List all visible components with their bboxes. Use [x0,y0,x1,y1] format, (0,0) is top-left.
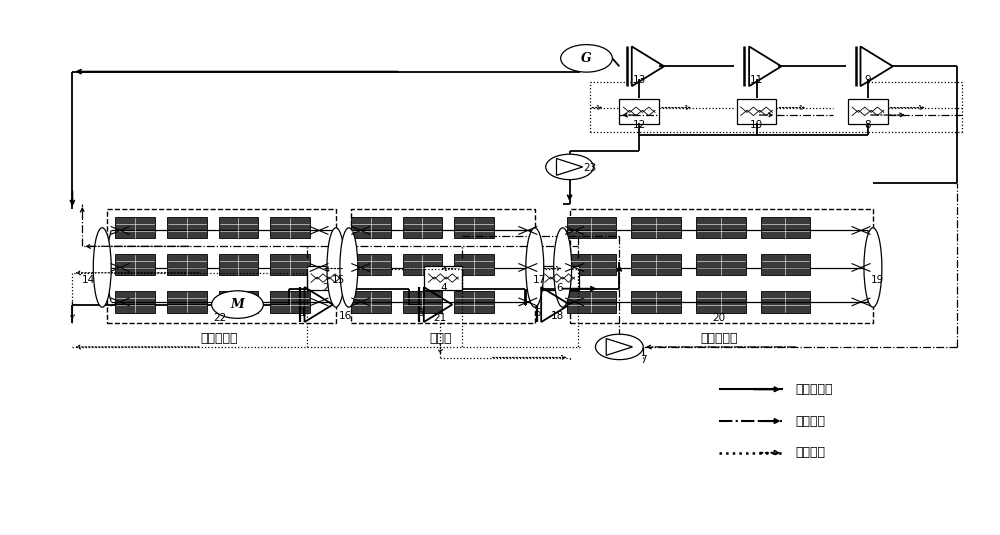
Text: 10: 10 [750,119,763,129]
Bar [107,209,336,323]
Ellipse shape [864,228,882,307]
Bar [541,266,579,290]
Text: 14: 14 [82,275,95,285]
Text: 1: 1 [300,308,306,317]
Bar [696,217,746,239]
Ellipse shape [327,228,345,307]
Bar [761,254,810,276]
Text: 二氧化碳流: 二氧化碳流 [795,383,833,396]
Text: 储热区: 储热区 [429,332,452,346]
Text: 低压储气区: 低压储气区 [201,332,238,346]
Bar [167,254,207,276]
Circle shape [561,44,612,72]
Bar [631,254,681,276]
Bar [761,217,810,239]
Bar [270,254,310,276]
Bar [167,292,207,312]
Text: 20: 20 [712,314,725,323]
Text: 11: 11 [750,74,763,85]
Text: 7: 7 [640,355,647,365]
Bar [567,217,616,239]
Circle shape [212,291,263,318]
Text: 4: 4 [440,282,447,293]
Text: M: M [231,298,244,311]
Bar [219,217,258,239]
Circle shape [546,154,593,180]
Bar [115,292,155,312]
Text: 15: 15 [332,275,346,285]
Bar [403,217,442,239]
Text: 21: 21 [434,314,447,323]
Bar [403,254,442,276]
Bar [351,217,391,239]
Text: 热水体流: 热水体流 [795,446,825,460]
Text: 22: 22 [213,314,226,323]
Text: 6: 6 [556,282,563,293]
Bar [454,217,494,239]
Ellipse shape [554,228,572,307]
Bar [454,254,494,276]
Ellipse shape [526,228,544,307]
Text: G: G [581,52,592,65]
Bar [631,292,681,312]
Bar [570,209,873,323]
Bar [403,292,442,312]
Text: 18: 18 [551,311,564,321]
Text: 8: 8 [865,119,871,129]
Bar [167,217,207,239]
Bar [424,266,462,290]
Bar [115,217,155,239]
Ellipse shape [93,228,111,307]
Bar [351,292,391,312]
Text: 16: 16 [339,311,352,321]
Text: 3: 3 [417,308,424,317]
Bar [351,209,535,323]
Text: 12: 12 [633,119,646,129]
Bar [696,254,746,276]
Bar [219,254,258,276]
Bar [619,98,659,124]
Circle shape [595,334,643,360]
Bar [567,254,616,276]
Text: 13: 13 [633,74,646,85]
Bar [307,266,345,290]
Bar [270,292,310,312]
Text: 高压储气区: 高压储气区 [700,332,738,346]
Text: 17: 17 [533,275,546,285]
Bar [270,217,310,239]
Bar [351,254,391,276]
Bar [219,292,258,312]
Text: 19: 19 [871,275,885,285]
Text: 23: 23 [583,163,596,173]
Bar [454,292,494,312]
Bar [115,254,155,276]
Bar [737,98,776,124]
Ellipse shape [340,228,358,307]
Text: 冷水体流: 冷水体流 [795,415,825,427]
Bar [696,292,746,312]
Bar [848,98,888,124]
Bar [567,292,616,312]
Text: 9: 9 [865,74,871,85]
Bar [631,217,681,239]
Text: 2: 2 [323,282,329,293]
Text: 5: 5 [534,308,541,317]
Bar [761,292,810,312]
